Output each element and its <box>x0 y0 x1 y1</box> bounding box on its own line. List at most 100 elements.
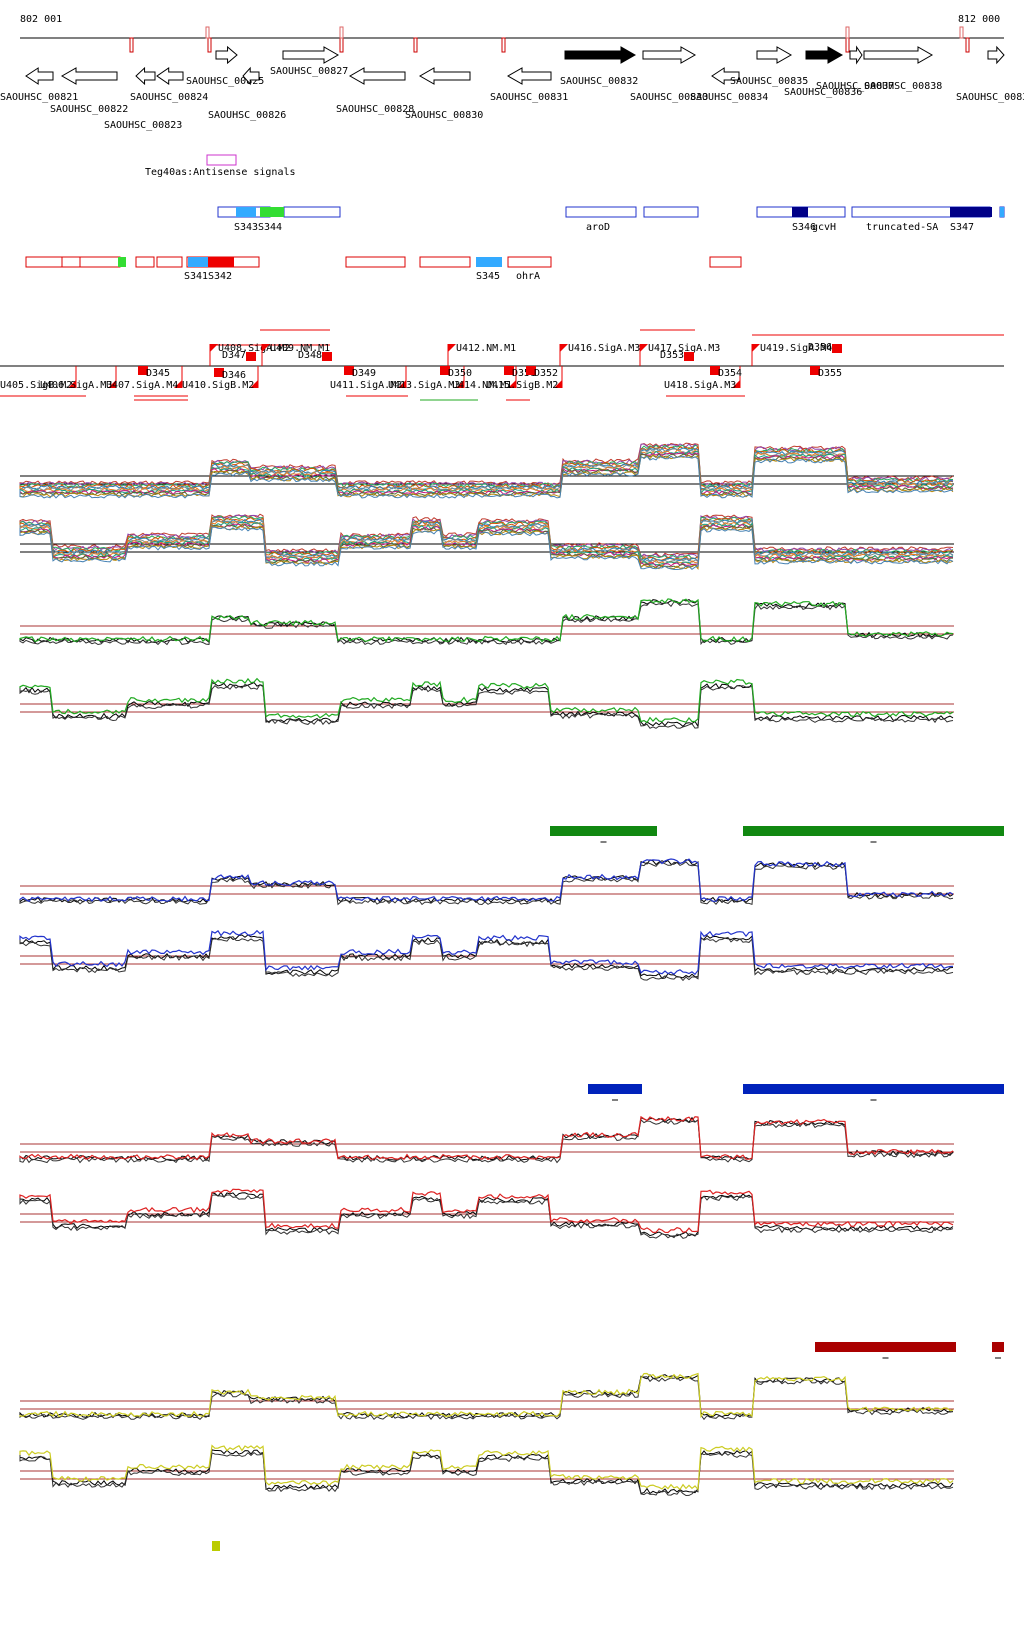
feature-box[interactable] <box>156 256 183 268</box>
ruler-tick <box>845 37 850 53</box>
gene-shape[interactable] <box>564 46 637 64</box>
gene-arrow[interactable]: SAOUHSC_00821 <box>0 67 78 103</box>
upshift-marker[interactable]: U410.SigB.M2 <box>182 366 259 391</box>
downshift-marker[interactable]: D350 <box>440 366 472 379</box>
gene-shape[interactable] <box>25 67 54 85</box>
condition-bar[interactable] <box>743 1084 1004 1094</box>
gene-arrow[interactable]: SAOUHSC_00823 <box>104 66 182 131</box>
upshift-marker[interactable]: U416.SigA.M3 <box>559 343 640 366</box>
gene-arrow[interactable]: SAOUHSC_00822 <box>50 67 128 115</box>
gene-shape[interactable] <box>418 67 471 85</box>
downshift-marker[interactable]: D345 <box>138 366 170 379</box>
feature-box[interactable] <box>565 206 637 218</box>
gene-shape[interactable] <box>156 67 184 85</box>
gene-label: SAOUHSC_00828 <box>336 104 414 115</box>
gene-arrow[interactable]: SAOUHSC_00832 <box>560 46 638 87</box>
expression-trace <box>19 677 954 724</box>
downshift-label: D356 <box>808 342 832 353</box>
ruler-tick <box>339 37 344 53</box>
condition-bar[interactable] <box>992 1342 1004 1352</box>
gene-shape[interactable] <box>849 45 863 65</box>
gene-shape[interactable] <box>60 67 118 85</box>
gene-arrow[interactable]: SAOUHSC_00828 <box>336 67 414 115</box>
downshift-marker[interactable]: D353 <box>660 350 694 361</box>
gene-arrow[interactable]: SAOUHSC_00833 <box>630 46 708 103</box>
upshift-marker[interactable]: U417.SigA.M3 <box>639 343 720 366</box>
downshift-marker[interactable]: D351 <box>504 366 536 379</box>
upshift-marker[interactable]: U415.SigB.M2 <box>486 366 563 391</box>
feature-box[interactable] <box>345 256 406 268</box>
feature-box[interactable] <box>25 256 81 268</box>
downshift-marker[interactable]: D346 <box>214 368 246 381</box>
gene-shape[interactable] <box>282 46 340 64</box>
feature-box[interactable] <box>135 256 155 268</box>
feature-box[interactable] <box>709 256 742 268</box>
upshift-marker[interactable]: U407.SigA.M4 <box>106 366 183 391</box>
upshift-marker[interactable]: U413.SigA.M3 <box>388 366 465 391</box>
shift-flag <box>174 380 182 388</box>
expression-trace <box>19 1374 954 1419</box>
gene-label: SAOUHSC_00827 <box>270 66 348 77</box>
downshift-marker[interactable]: D352 <box>526 366 558 379</box>
gene-shape[interactable] <box>135 66 156 86</box>
gene-shape[interactable] <box>987 45 1005 65</box>
downshift-marker[interactable]: D347 <box>222 350 256 361</box>
upshift-marker[interactable]: U406.SigA.M3 <box>40 366 117 391</box>
feature-label: S343 <box>234 222 258 233</box>
feature-fill <box>476 257 502 267</box>
feature-fill <box>208 257 234 267</box>
gene-arrow[interactable]: SAOUHSC_00836 <box>784 46 862 98</box>
gene-shape[interactable] <box>215 45 238 65</box>
feature-box[interactable] <box>507 256 552 268</box>
upshift-marker[interactable]: U409.NM.M1 <box>261 343 330 366</box>
upshift-marker[interactable]: U419.SigA.M4 <box>751 343 832 366</box>
gene-arrow[interactable]: SAOUHSC_00824 <box>130 67 208 103</box>
gene-arrow[interactable]: SAOUHSC_00831 <box>490 67 568 103</box>
gene-arrow[interactable]: SAOUHSC_00834 <box>690 67 768 103</box>
condition-bar[interactable] <box>588 1084 642 1094</box>
gene-arrow[interactable]: SAOUHSC_00827 <box>270 46 348 77</box>
downshift-marker[interactable]: D355 <box>810 366 842 379</box>
gene-label: SAOUHSC_00836 <box>784 87 862 98</box>
gene-shape[interactable] <box>242 66 260 86</box>
gene-shape[interactable] <box>863 46 934 64</box>
condition-bar[interactable] <box>550 826 657 836</box>
gene-arrow[interactable]: SAOUHSC_00830 <box>405 67 483 121</box>
feature-box[interactable] <box>283 206 341 218</box>
downshift-label: D351 <box>512 368 536 379</box>
gene-shape[interactable] <box>642 46 697 64</box>
downshift-marker[interactable]: D348 <box>298 350 332 361</box>
upshift-marker[interactable]: U412.NM.M1 <box>447 343 516 366</box>
feature-box[interactable] <box>419 256 471 268</box>
gene-shape[interactable] <box>756 46 793 64</box>
feature-box[interactable] <box>61 256 121 268</box>
antisense-box[interactable] <box>206 154 237 166</box>
feature-box[interactable] <box>643 206 699 218</box>
gene-shape[interactable] <box>711 67 740 85</box>
upshift-marker[interactable]: U405.SigB.M2 <box>0 366 77 391</box>
condition-bar[interactable] <box>743 826 1004 836</box>
gene-shape[interactable] <box>348 67 406 85</box>
expression-trace <box>19 1188 954 1234</box>
downshift-marker[interactable]: D349 <box>344 366 376 379</box>
gene-shape[interactable] <box>506 67 552 85</box>
upshift-marker[interactable]: U411.SigA.M3 <box>330 366 407 391</box>
gene-arrow[interactable]: SAOUHSC_00826 <box>208 66 286 121</box>
gene-arrow[interactable]: SAOUHSC_00837 <box>816 45 894 92</box>
condition-bar[interactable] <box>815 1342 956 1352</box>
gene-arrow[interactable]: SAOUHSC_00838 <box>863 46 942 92</box>
gene-shape[interactable] <box>805 46 844 64</box>
upshift-marker[interactable]: U418.SigA.M3 <box>664 366 741 391</box>
upshift-marker[interactable]: U408.SigA.M2 <box>209 343 290 366</box>
upshift-marker[interactable]: U414.NM.M1 <box>452 366 517 391</box>
gene-arrow[interactable]: SAOUHSC_00835 <box>730 46 808 87</box>
gene-arrow[interactable]: SAOUHSC_00839 <box>956 45 1024 103</box>
downshift-marker[interactable]: D356 <box>808 342 842 353</box>
features-minus-track[interactable]: S341 S342 S345 ohrA <box>25 256 742 282</box>
gene-arrow[interactable]: SAOUHSC_00825 <box>186 45 264 87</box>
downshift-marker[interactable]: D354 <box>710 366 742 379</box>
upshift-label: U418.SigA.M3 <box>664 380 736 391</box>
